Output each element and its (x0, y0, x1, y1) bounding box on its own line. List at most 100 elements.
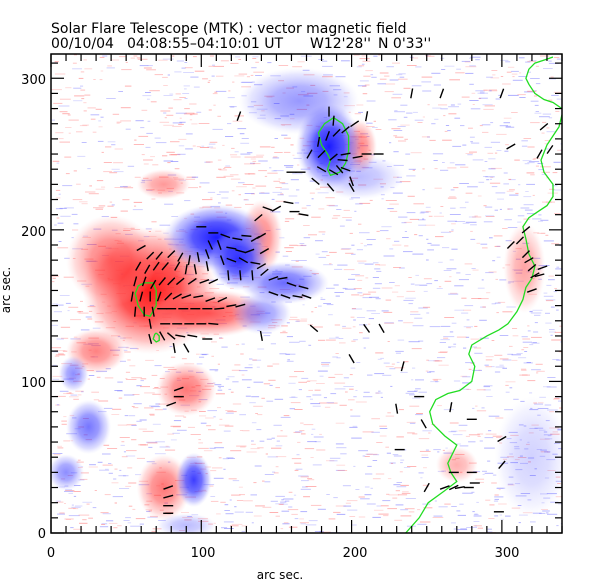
noise-speck (136, 385, 142, 387)
noise-speck (390, 385, 393, 387)
noise-speck (478, 181, 485, 183)
noise-speck (475, 90, 484, 92)
noise-speck (490, 176, 494, 178)
noise-speck (170, 141, 180, 143)
noise-speck (551, 339, 562, 341)
field-vector (268, 291, 279, 296)
noise-speck (357, 85, 367, 87)
noise-speck (251, 422, 257, 424)
noise-speck (341, 60, 350, 62)
x-tick-label: 300 (495, 546, 520, 561)
noise-speck (477, 433, 484, 435)
noise-speck (400, 509, 409, 511)
noise-speck (524, 91, 535, 93)
noise-speck (449, 276, 452, 278)
noise-speck (341, 248, 352, 250)
x-tick-label: 0 (47, 546, 55, 561)
noise-speck (136, 420, 142, 422)
noise-speck (274, 398, 284, 400)
noise-speck (238, 486, 243, 488)
noise-speck (220, 60, 229, 62)
noise-speck (340, 248, 350, 250)
noise-speck (120, 107, 131, 109)
noise-speck (247, 386, 251, 388)
y-tick-label: 100 (21, 376, 46, 391)
noise-speck (68, 507, 76, 509)
noise-speck (326, 304, 334, 306)
noise-speck (453, 343, 457, 345)
noise-speck (500, 518, 504, 520)
noise-speck (448, 346, 451, 348)
noise-speck (282, 255, 289, 257)
noise-speck (141, 109, 148, 111)
noise-speck (132, 209, 143, 211)
noise-speck (299, 522, 309, 524)
noise-speck (486, 292, 491, 294)
noise-speck (555, 110, 560, 112)
noise-speck (322, 233, 325, 235)
noise-speck (146, 69, 156, 71)
noise-speck (298, 475, 309, 477)
noise-speck (552, 185, 558, 187)
noise-speck (442, 139, 452, 141)
noise-speck (462, 144, 467, 146)
noise-speck (483, 89, 488, 91)
noise-speck (227, 123, 232, 125)
noise-speck (217, 407, 221, 409)
noise-speck (402, 237, 409, 238)
field-vector (251, 270, 254, 281)
noise-speck (112, 113, 120, 115)
noise-speck (543, 386, 551, 388)
noise-speck (250, 494, 257, 496)
noise-speck (488, 271, 497, 273)
noise-speck (367, 244, 373, 246)
noise-speck (439, 342, 446, 343)
noise-speck (359, 295, 364, 297)
noise-speck (290, 144, 294, 146)
noise-speck (234, 75, 245, 77)
noise-speck (84, 94, 91, 96)
noise-speck (328, 314, 333, 316)
noise-speck (516, 353, 523, 354)
noise-speck (248, 364, 253, 366)
noise-speck (232, 120, 243, 122)
noise-speck (251, 440, 254, 442)
noise-speck (289, 316, 298, 318)
noise-speck (334, 324, 341, 326)
noise-speck (272, 157, 280, 159)
noise-speck (457, 103, 462, 105)
noise-speck (125, 378, 128, 379)
noise-speck (122, 199, 130, 201)
noise-speck (252, 187, 256, 189)
noise-speck (470, 224, 477, 226)
noise-speck (217, 159, 222, 161)
noise-speck (151, 530, 156, 532)
field-vector (226, 246, 237, 250)
noise-speck (124, 351, 131, 353)
noise-speck (543, 68, 553, 69)
noise-speck (68, 492, 73, 494)
noise-speck (463, 326, 473, 328)
noise-speck (524, 163, 530, 165)
noise-speck (391, 128, 401, 130)
noise-speck (98, 126, 103, 128)
noise-speck (218, 457, 222, 459)
noise-speck (538, 214, 542, 216)
noise-speck (185, 112, 195, 114)
noise-speck (84, 68, 93, 70)
noise-speck (370, 487, 373, 489)
noise-speck (170, 425, 181, 427)
noise-speck (480, 243, 488, 245)
noise-speck (428, 360, 439, 362)
noise-speck (111, 482, 119, 484)
field-vector (395, 403, 399, 414)
noise-speck (202, 78, 208, 80)
noise-speck (199, 356, 205, 358)
noise-speck (271, 146, 275, 148)
noise-speck (297, 441, 301, 443)
noise-speck (437, 451, 440, 453)
noise-speck (511, 70, 519, 72)
noise-speck (454, 309, 464, 311)
noise-speck (549, 329, 555, 331)
noise-speck (535, 65, 539, 67)
